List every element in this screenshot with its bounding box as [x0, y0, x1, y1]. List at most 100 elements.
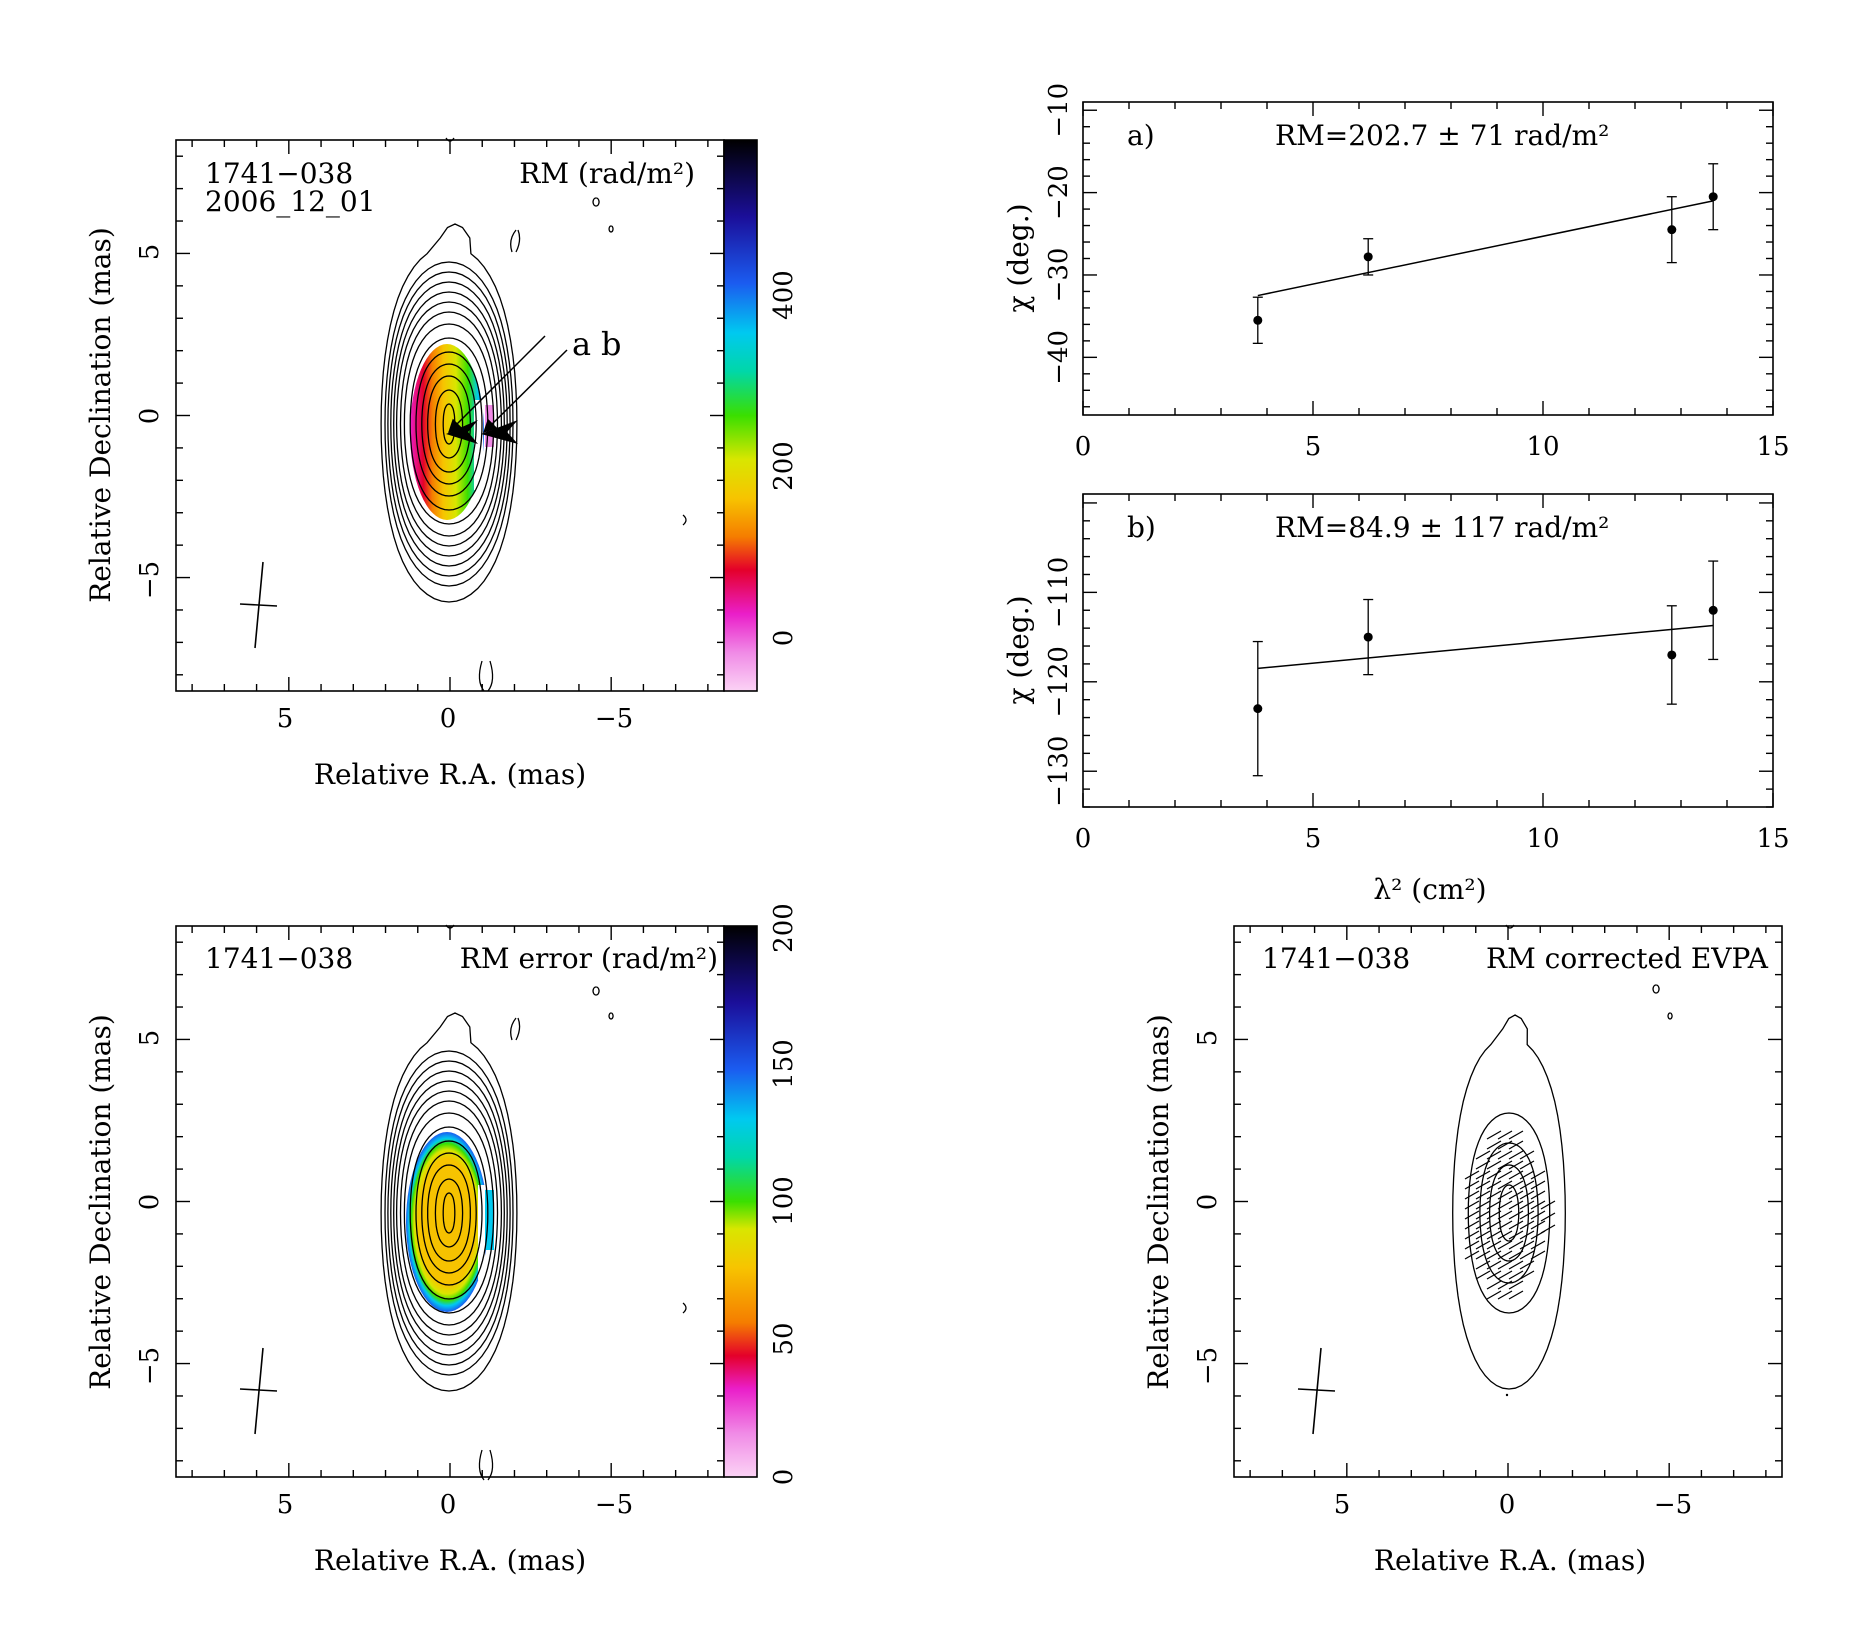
- evpa-map-y-tick-label: 0: [1193, 1194, 1223, 1211]
- evpa-vector: [1519, 1160, 1535, 1170]
- evpa-map-y-axis-label: Relative Declination (mas): [1142, 1014, 1175, 1390]
- evpa-vector: [1486, 1190, 1502, 1200]
- fit-line: [1257, 624, 1714, 670]
- evpa-vector: [1497, 1270, 1513, 1280]
- scatter-b-x-axis-label: λ² (cm²): [1373, 873, 1486, 906]
- rm-error-map-ticks: [176, 926, 724, 1477]
- arrow-b: [483, 349, 568, 433]
- evpa-map-ticks: [1234, 926, 1782, 1477]
- rm-error-map-quantity-label: RM error (rad/m²): [460, 942, 718, 975]
- evpa-vector: [1508, 1230, 1524, 1240]
- scatter-b-frame: [1082, 493, 1774, 808]
- evpa-vector: [1475, 1200, 1491, 1210]
- evpa-map-noise-contour: [1667, 1012, 1673, 1020]
- evpa-vector: [1508, 1260, 1524, 1270]
- rm-error-map-noise-contour: [592, 986, 600, 996]
- contour-line: [415, 1140, 483, 1286]
- rm-error-map-x-tick-label: −5: [595, 1490, 633, 1520]
- rm-map-fill-gap: [474, 400, 483, 490]
- evpa-vector: [1508, 1150, 1524, 1160]
- x-tick-label: 0: [1075, 824, 1092, 854]
- evpa-vector: [1486, 1180, 1502, 1190]
- rm-map-noise-contour: [682, 514, 687, 526]
- rm-map-colorbar-tick-label: 400: [769, 270, 799, 320]
- evpa-vector: [1486, 1160, 1502, 1170]
- scatter-a-fit-label: RM=202.7 ± 71 rad/m²: [1275, 119, 1609, 152]
- evpa-vector: [1519, 1190, 1535, 1200]
- evpa-vector: [1497, 1260, 1513, 1270]
- evpa-vector: [1508, 1250, 1524, 1260]
- rm-error-map-noise-contour: [478, 1449, 494, 1481]
- evpa-vector: [1486, 1280, 1502, 1290]
- contour-line: [380, 1012, 518, 1392]
- contour-line: [395, 1090, 503, 1336]
- contour-line: [393, 291, 505, 557]
- evpa-map-panel: 5 0 −5 −5 0 5 1741−038 RM corrected EVPA…: [1142, 924, 1783, 1577]
- evpa-vector: [1530, 1250, 1546, 1260]
- scatter-panel-a: a) RM=202.7 ± 71 rad/m² χ (deg.) 0 5 10 15 −…: [1002, 83, 1790, 462]
- evpa-vector: [1540, 1200, 1556, 1210]
- data-point: [1253, 704, 1263, 714]
- rm-map-x-axis-label: Relative R.A. (mas): [314, 758, 586, 791]
- evpa-vector: [1486, 1140, 1502, 1150]
- evpa-vector: [1530, 1190, 1546, 1200]
- evpa-vector: [1486, 1220, 1502, 1230]
- rm-map-ticks: [176, 140, 724, 691]
- evpa-vector: [1497, 1150, 1513, 1160]
- evpa-vector: [1464, 1220, 1480, 1230]
- arrow-a: [448, 335, 546, 433]
- evpa-map-beam-minor: [1297, 1388, 1336, 1392]
- evpa-vector: [1464, 1210, 1480, 1220]
- rm-error-map-source-label: 1741−038: [205, 942, 353, 975]
- evpa-vector: [1530, 1170, 1546, 1180]
- evpa-vector: [1486, 1200, 1502, 1210]
- contour-line: [1452, 1014, 1566, 1390]
- rm-map-y-tick-label: 5: [135, 244, 165, 261]
- evpa-vector: [1519, 1220, 1535, 1230]
- evpa-vector: [1497, 1160, 1513, 1170]
- rm-error-map-y-tick-label: −5: [135, 1347, 165, 1385]
- evpa-vector: [1475, 1230, 1491, 1240]
- evpa-map-y-tick-label: 5: [1193, 1030, 1223, 1047]
- evpa-vector: [1497, 1210, 1513, 1220]
- contour-line: [403, 1112, 495, 1314]
- x-tick-label: 10: [1526, 824, 1559, 854]
- x-tick-label: 10: [1526, 432, 1559, 462]
- evpa-vector: [1519, 1180, 1535, 1190]
- rm-error-map-panel: 5 0 −5 −5 0 5 0 50 100 150 200 1741−038 …: [84, 903, 799, 1577]
- evpa-vector: [1486, 1150, 1502, 1160]
- evpa-vector: [1508, 1270, 1524, 1280]
- x-tick-label: 5: [1305, 432, 1322, 462]
- evpa-map-x-tick-label: 0: [1499, 1490, 1516, 1520]
- evpa-vector: [1519, 1270, 1535, 1280]
- x-tick-label: 5: [1305, 824, 1322, 854]
- evpa-vector: [1519, 1260, 1535, 1270]
- evpa-map-x-axis-label: Relative R.A. (mas): [1374, 1544, 1646, 1577]
- evpa-map-quantity-label: RM corrected EVPA: [1486, 942, 1769, 975]
- evpa-vector: [1530, 1220, 1546, 1230]
- evpa-vector: [1486, 1130, 1502, 1140]
- contour-line: [384, 1050, 514, 1376]
- contour-line: [421, 1152, 477, 1274]
- x-tick-label: 15: [1756, 824, 1789, 854]
- evpa-vector: [1486, 1290, 1502, 1300]
- evpa-vector: [1486, 1260, 1502, 1270]
- rm-error-map-colorbar-tick-label: 50: [769, 1322, 799, 1355]
- y-tick-label: −40: [1044, 330, 1074, 385]
- rm-map-fill: [410, 344, 484, 520]
- evpa-vector: [1497, 1230, 1513, 1240]
- evpa-vector: [1508, 1290, 1524, 1300]
- rm-map-source-label: 1741−038: [205, 157, 353, 190]
- data-point: [1363, 252, 1373, 262]
- rm-error-map-y-tick-label: 5: [135, 1030, 165, 1047]
- contour-line: [421, 363, 477, 485]
- evpa-vector: [1464, 1170, 1480, 1180]
- evpa-vector: [1464, 1240, 1480, 1250]
- rm-map-y-tick-label: −5: [135, 561, 165, 599]
- rm-map-y-tick-label: 0: [135, 408, 165, 425]
- evpa-vector: [1540, 1212, 1556, 1222]
- evpa-vector: [1486, 1270, 1502, 1280]
- evpa-vector: [1475, 1220, 1491, 1230]
- evpa-vector: [1508, 1170, 1524, 1180]
